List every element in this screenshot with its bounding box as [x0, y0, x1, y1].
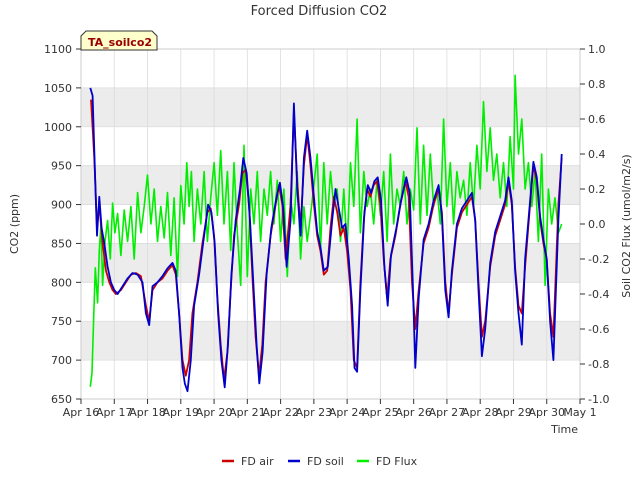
x-tick-label: Apr 22 — [262, 406, 299, 419]
series-layer — [89, 74, 563, 393]
x-tick-label: Apr 27 — [429, 406, 466, 419]
x-tick-label: Apr 26 — [395, 406, 432, 419]
band — [81, 243, 580, 283]
legend-label-fd-air: FD air — [241, 455, 274, 468]
legend: FD air FD soil FD Flux — [222, 455, 418, 468]
y-left-tick-label: 950 — [51, 160, 72, 173]
y-left-tick-label: 1000 — [44, 121, 72, 134]
y-axis-left-label: CO2 (ppm) — [8, 194, 21, 254]
y-left-tick-label: 750 — [51, 315, 72, 328]
y-left-ticks: 650 700 750 800 850 900 950 1000 1050 1100 — [44, 43, 81, 406]
y-right-tick-label: 0.8 — [588, 78, 606, 91]
y-left-tick-label: 850 — [51, 237, 72, 250]
y-left-tick-label: 650 — [51, 393, 72, 406]
band — [81, 87, 580, 127]
site-label: TA_soilco2 — [88, 36, 152, 49]
x-tick-label: Apr 29 — [495, 406, 532, 419]
y-left-tick-label: 700 — [51, 354, 72, 367]
y-left-tick-label: 800 — [51, 276, 72, 289]
y-right-tick-label: -1.0 — [588, 393, 609, 406]
x-tick-label: Apr 16 — [63, 406, 100, 419]
site-label-box: TA_soilco2 — [80, 30, 158, 51]
y-right-tick-label: -0.4 — [588, 288, 609, 301]
x-tick-label: Apr 28 — [462, 406, 499, 419]
x-tick-label: Apr 24 — [329, 406, 366, 419]
y-right-ticks: -1.0 -0.8 -0.6 -0.4 -0.2 0.0 0.2 0.4 0.6 0.8 1.0 — [580, 43, 609, 406]
x-tick-label: Apr 17 — [96, 406, 133, 419]
band — [81, 321, 580, 361]
y-right-tick-label: 0.4 — [588, 148, 606, 161]
y-right-tick-label: -0.8 — [588, 358, 609, 371]
site-label-shape — [80, 30, 158, 51]
x-tick-label: Apr 25 — [362, 406, 399, 419]
y-right-tick-label: 0.0 — [588, 218, 606, 231]
series-line-fd-flux — [89, 74, 563, 387]
x-tick-label: Apr 23 — [296, 406, 333, 419]
y-right-tick-label: 0.6 — [588, 113, 606, 126]
x-tick-label: Apr 20 — [196, 406, 233, 419]
x-tick-label: Apr 19 — [163, 406, 200, 419]
y-right-tick-label: 1.0 — [588, 43, 606, 56]
background-bands — [81, 87, 580, 361]
x-tick-label: Apr 18 — [129, 406, 166, 419]
y-right-tick-label: -0.2 — [588, 253, 609, 266]
x-tick-label: Apr 30 — [528, 406, 565, 419]
y-right-tick-label: -0.6 — [588, 323, 609, 336]
y-left-tick-label: 900 — [51, 199, 72, 212]
y-right-tick-label: 0.2 — [588, 183, 606, 196]
x-tick-label: Apr 21 — [229, 406, 266, 419]
x-axis-label: Time — [550, 423, 578, 436]
y-axis-right-label: Soil CO2 Flux (umol/m2/s) — [620, 154, 633, 297]
x-tick-label: May 1 — [563, 406, 596, 419]
series-line-fd-soil — [89, 87, 563, 393]
y-left-tick-label: 1100 — [44, 43, 72, 56]
chart-title: Forced Diffusion CO2 — [251, 4, 388, 19]
legend-label-fd-flux: FD Flux — [376, 455, 418, 468]
legend-label-fd-soil: FD soil — [307, 455, 344, 468]
y-left-tick-label: 1050 — [44, 82, 72, 95]
